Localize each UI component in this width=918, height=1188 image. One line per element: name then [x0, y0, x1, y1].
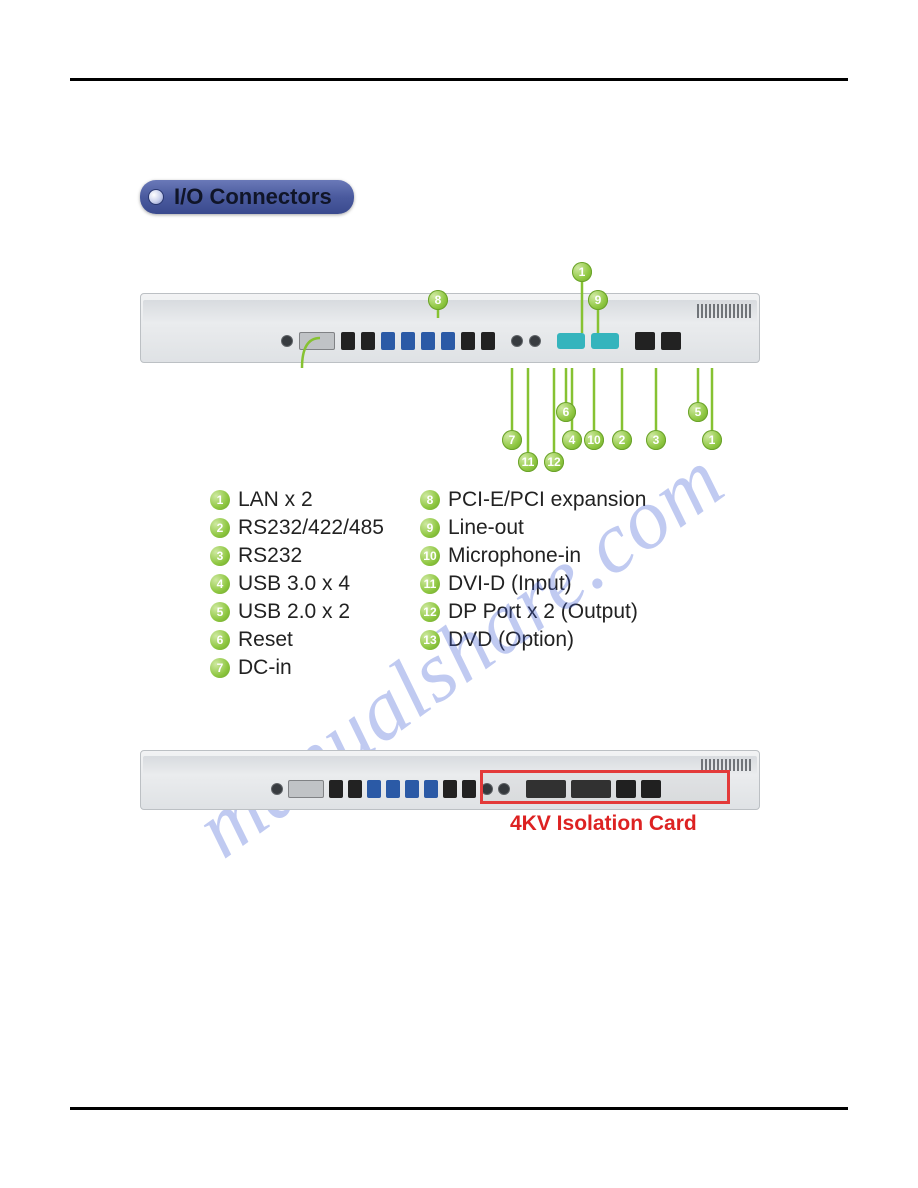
callout-badge: 7 [502, 430, 522, 450]
legend-item: 13 DVD (Option) [420, 628, 646, 652]
callout-badge: 12 [544, 452, 564, 472]
isolation-highlight-box [480, 770, 730, 804]
legend-badge: 8 [420, 490, 440, 510]
legend-label: DC-in [238, 656, 292, 680]
port-icon [367, 780, 381, 798]
legend-item: 8 PCI-E/PCI expansion [420, 488, 646, 512]
legend-label: DVI-D (Input) [448, 572, 572, 596]
legend-label: Reset [238, 628, 293, 652]
callout-badge: 9 [588, 290, 608, 310]
callout-badge: 10 [584, 430, 604, 450]
heading-bullet-icon [148, 189, 164, 205]
legend-badge: 3 [210, 546, 230, 566]
content-area: I/O Connectors [140, 180, 848, 850]
legend-badge: 4 [210, 574, 230, 594]
legend-column-right: 8 PCI-E/PCI expansion 9 Line-out 10 Microph… [420, 488, 646, 680]
port-icon [462, 780, 476, 798]
callout-badge: 6 [556, 402, 576, 422]
legend-label: DP Port x 2 (Output) [448, 600, 638, 624]
section-heading-pill: I/O Connectors [140, 180, 354, 214]
legend-column-left: 1 LAN x 2 2 RS232/422/485 3 RS232 4 USB 3.0 … [210, 488, 384, 680]
legend-badge: 7 [210, 658, 230, 678]
legend-badge: 11 [420, 574, 440, 594]
legend-label: RS232 [238, 544, 302, 568]
callout-badge: 4 [562, 430, 582, 450]
legend-item: 10 Microphone-in [420, 544, 646, 568]
legend-label: DVD (Option) [448, 628, 574, 652]
port-icon [405, 780, 419, 798]
isolation-diagram: 4KV Isolation Card [140, 750, 760, 850]
io-diagram: 1 9 8 6 5 7 4 10 2 3 1 11 12 [140, 238, 760, 458]
callout-badge: 3 [646, 430, 666, 450]
port-icon [386, 780, 400, 798]
legend-badge: 10 [420, 546, 440, 566]
legend-label: USB 3.0 x 4 [238, 572, 350, 596]
legend-item: 2 RS232/422/485 [210, 516, 384, 540]
legend-label: RS232/422/485 [238, 516, 384, 540]
port-icon [329, 780, 343, 798]
legend-item: 6 Reset [210, 628, 384, 652]
dc-jack-icon [271, 783, 283, 795]
legend-badge: 1 [210, 490, 230, 510]
callout-badge: 5 [688, 402, 708, 422]
callout-badge: 1 [572, 262, 592, 282]
section-heading-text: I/O Connectors [174, 184, 332, 210]
callout-badge: 2 [612, 430, 632, 450]
legend-item: 3 RS232 [210, 544, 384, 568]
legend-item: 12 DP Port x 2 (Output) [420, 600, 646, 624]
legend-label: PCI-E/PCI expansion [448, 488, 646, 512]
callout-badge: 1 [702, 430, 722, 450]
legend-label: Microphone-in [448, 544, 581, 568]
legend-badge: 5 [210, 602, 230, 622]
port-icon [424, 780, 438, 798]
legend-label: LAN x 2 [238, 488, 313, 512]
callout-lines [140, 238, 760, 458]
port-icon [348, 780, 362, 798]
legend-item: 1 LAN x 2 [210, 488, 384, 512]
legend-item: 11 DVI-D (Input) [420, 572, 646, 596]
callout-badge: 8 [428, 290, 448, 310]
legend-badge: 2 [210, 518, 230, 538]
legend-item: 4 USB 3.0 x 4 [210, 572, 384, 596]
legend-badge: 12 [420, 602, 440, 622]
port-icon [443, 780, 457, 798]
legend-item: 7 DC-in [210, 656, 384, 680]
legend-item: 5 USB 2.0 x 2 [210, 600, 384, 624]
isolation-label: 4KV Isolation Card [510, 812, 697, 836]
dvi-port-icon [288, 780, 324, 798]
bottom-rule [70, 1107, 848, 1110]
legend-label: Line-out [448, 516, 524, 540]
legend-badge: 6 [210, 630, 230, 650]
legend-item: 9 Line-out [420, 516, 646, 540]
callout-badge: 11 [518, 452, 538, 472]
top-rule [70, 78, 848, 81]
legend-badge: 13 [420, 630, 440, 650]
legend-label: USB 2.0 x 2 [238, 600, 350, 624]
connector-legend: 1 LAN x 2 2 RS232/422/485 3 RS232 4 USB 3.0 … [210, 488, 848, 680]
legend-badge: 9 [420, 518, 440, 538]
